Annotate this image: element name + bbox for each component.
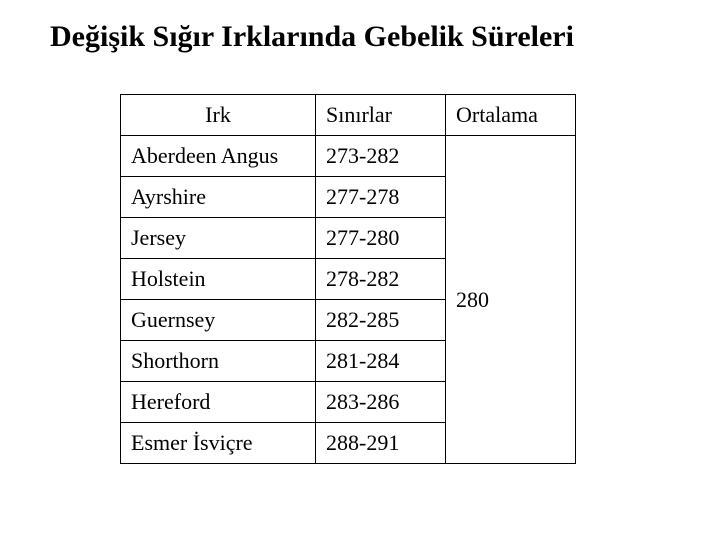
- cell-limits: 273-282: [316, 136, 446, 177]
- header-breed: Irk: [121, 95, 316, 136]
- table-header-row: Irk Sınırlar Ortalama: [121, 95, 576, 136]
- cell-limits: 281-284: [316, 341, 446, 382]
- cell-breed: Holstein: [121, 259, 316, 300]
- table-row: Aberdeen Angus 273-282 280: [121, 136, 576, 177]
- cell-limits: 278-282: [316, 259, 446, 300]
- cell-breed: Ayrshire: [121, 177, 316, 218]
- cell-limits: 288-291: [316, 423, 446, 464]
- cell-breed: Esmer İsviçre: [121, 423, 316, 464]
- cell-breed: Hereford: [121, 382, 316, 423]
- cell-limits: 277-278: [316, 177, 446, 218]
- cell-limits: 277-280: [316, 218, 446, 259]
- cell-average: 280: [446, 136, 576, 464]
- header-limits: Sınırlar: [316, 95, 446, 136]
- cell-limits: 282-285: [316, 300, 446, 341]
- cell-breed: Aberdeen Angus: [121, 136, 316, 177]
- cell-limits: 283-286: [316, 382, 446, 423]
- table-container: Irk Sınırlar Ortalama Aberdeen Angus 273…: [50, 94, 670, 464]
- page-title: Değişik Sığır Irklarında Gebelik Süreler…: [50, 20, 670, 54]
- header-average: Ortalama: [446, 95, 576, 136]
- gestation-table: Irk Sınırlar Ortalama Aberdeen Angus 273…: [120, 94, 576, 464]
- cell-breed: Shorthorn: [121, 341, 316, 382]
- cell-breed: Guernsey: [121, 300, 316, 341]
- cell-breed: Jersey: [121, 218, 316, 259]
